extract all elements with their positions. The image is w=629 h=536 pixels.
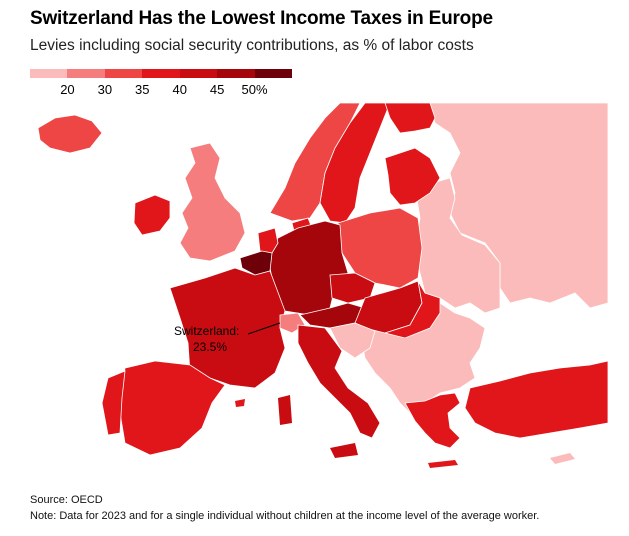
legend-swatch-6	[254, 69, 292, 78]
region-crete	[428, 460, 458, 468]
region-france	[169, 267, 286, 389]
region-greece	[404, 392, 461, 449]
region-turkey	[464, 360, 608, 439]
region-uk	[179, 142, 246, 262]
map-svg: Switzerland: 23.5%	[37, 103, 608, 468]
legend-swatch-2	[104, 69, 143, 78]
region-iceland	[37, 114, 103, 154]
legend-tick-3: 40	[172, 82, 187, 97]
callout-country-label: Switzerland:	[174, 324, 239, 338]
region-cyprus	[550, 453, 575, 464]
chart-title: Switzerland Has the Lowest Income Taxes …	[30, 8, 493, 29]
legend-labels: 20 30 35 40 45 50%	[30, 82, 292, 98]
legend-tick-4: 45	[209, 82, 225, 97]
callout-value-label: 23.5%	[193, 340, 227, 354]
callout-leader-line	[247, 322, 281, 335]
legend-swatch-3	[142, 69, 180, 78]
region-netherlands	[257, 227, 279, 254]
europe-map: Switzerland: 23.5%	[30, 103, 608, 485]
region-baltics	[384, 147, 441, 206]
region-norway	[269, 103, 361, 222]
legend-swatch-4	[179, 69, 218, 78]
region-finland	[384, 103, 436, 134]
region-ireland	[133, 194, 171, 236]
source-note: Source: OECD	[30, 494, 103, 506]
legend-tick-0: 20	[60, 82, 75, 97]
region-sicily	[330, 443, 358, 458]
region-poland	[337, 207, 423, 289]
legend-tick-1: 30	[97, 82, 113, 97]
legend-swatches	[30, 69, 292, 78]
legend-swatch-0	[30, 69, 68, 78]
legend-tick-2: 35	[135, 82, 150, 97]
region-germany	[269, 220, 349, 316]
region-sardinia	[278, 395, 292, 425]
region-portugal	[101, 370, 126, 436]
footnote: Note: Data for 2023 and for a single ind…	[30, 510, 540, 522]
region-italy	[297, 324, 381, 439]
region-romania	[383, 280, 441, 339]
color-legend: 20 30 35 40 45 50%	[30, 69, 292, 99]
chart-subtitle: Levies including social security contrib…	[30, 37, 474, 54]
region-balearic	[235, 399, 245, 407]
legend-swatch-1	[67, 69, 105, 78]
legend-swatch-5	[217, 69, 255, 78]
legend-tick-5: 50%	[241, 82, 268, 97]
